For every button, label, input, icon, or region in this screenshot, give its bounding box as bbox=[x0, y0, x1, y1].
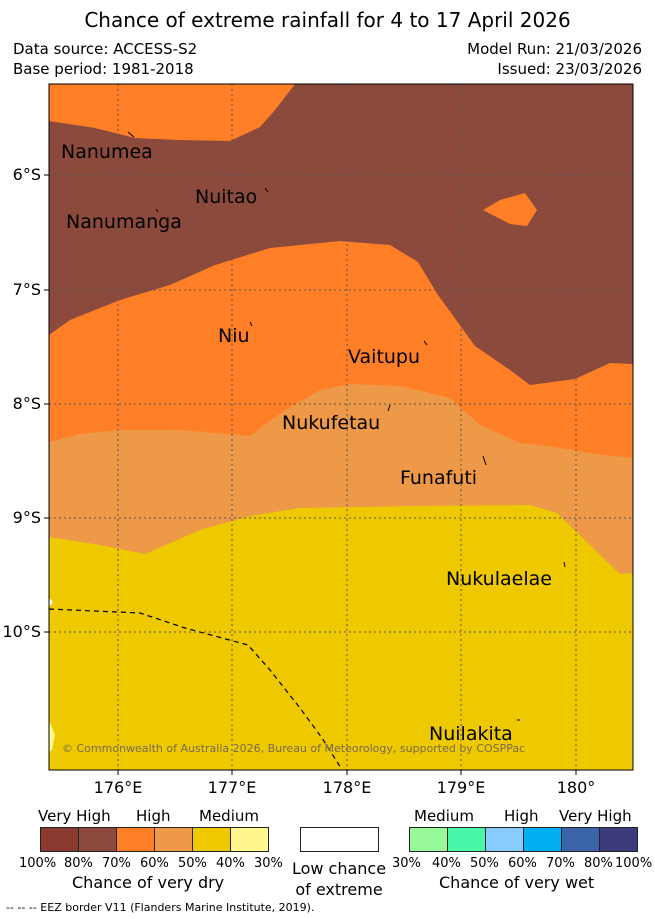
wet-percent: 70% bbox=[546, 856, 575, 871]
island-marks bbox=[127, 131, 566, 721]
zone-high-dry-patch bbox=[483, 193, 537, 226]
dry-percent: 60% bbox=[140, 856, 169, 871]
low-caption-2: of extreme bbox=[295, 880, 383, 899]
dry-percent: 70% bbox=[102, 856, 131, 871]
axis-ticks bbox=[44, 174, 577, 775]
wet-percent: 100% bbox=[615, 856, 653, 871]
eez-footnote: -- -- -- EEZ border V11 (Flanders Marine… bbox=[6, 901, 315, 914]
wet-percent: 40% bbox=[432, 856, 461, 871]
copyright-notice: © Commonwealth of Australia 2026, Bureau… bbox=[62, 742, 526, 755]
dry-swatch bbox=[78, 827, 117, 852]
lat-label: 7°S bbox=[12, 280, 41, 299]
lat-label: 6°S bbox=[12, 165, 41, 184]
dry-percent: 50% bbox=[178, 856, 207, 871]
wet-percent: 30% bbox=[392, 856, 421, 871]
issued-date: Issued: 23/03/2026 bbox=[497, 60, 642, 78]
island-label: Nukulaelae bbox=[446, 568, 552, 590]
wet-swatch bbox=[447, 827, 486, 852]
dry-swatch bbox=[192, 827, 231, 852]
dry-percent: 100% bbox=[19, 856, 57, 871]
legend-wet-high: High bbox=[504, 807, 539, 825]
lon-label: 179°E bbox=[436, 778, 486, 797]
edge-white-1 bbox=[49, 598, 53, 607]
wet-swatch bbox=[599, 827, 638, 852]
wet-percent: 60% bbox=[508, 856, 537, 871]
lat-label: 9°S bbox=[12, 508, 41, 527]
dry-swatch bbox=[116, 827, 155, 852]
wet-swatch bbox=[409, 827, 448, 852]
dry-percent: 80% bbox=[64, 856, 93, 871]
legend-wet-very-high: Very High bbox=[559, 807, 632, 825]
map-title: Chance of extreme rainfall for 4 to 17 A… bbox=[84, 8, 571, 32]
lon-label: 178°E bbox=[322, 778, 372, 797]
island-label: Nuilakita bbox=[429, 723, 513, 745]
base-period: Base period: 1981-2018 bbox=[13, 60, 194, 78]
edge-white-2 bbox=[49, 720, 55, 752]
model-run: Model Run: 21/03/2026 bbox=[467, 40, 642, 58]
map-frame bbox=[48, 83, 634, 771]
lat-label: 8°S bbox=[12, 394, 41, 413]
dry-caption: Chance of very dry bbox=[72, 873, 225, 892]
island-label: Nanumanga bbox=[66, 211, 182, 233]
dry-swatch bbox=[154, 827, 193, 852]
low-chance-swatch bbox=[300, 827, 379, 852]
island-label: Vaitupu bbox=[348, 346, 421, 368]
zone-very-high-dry bbox=[49, 84, 633, 385]
island-label: Funafuti bbox=[400, 467, 478, 489]
legend-dry-medium: Medium bbox=[199, 807, 259, 825]
dry-percent: 40% bbox=[216, 856, 245, 871]
low-caption-1: Low chance bbox=[291, 859, 387, 878]
wet-swatch bbox=[523, 827, 562, 852]
dry-swatch bbox=[230, 827, 269, 852]
lon-label: 177°E bbox=[207, 778, 257, 797]
island-label: Nanumea bbox=[61, 141, 153, 163]
lon-label: 176°E bbox=[93, 778, 143, 797]
legend-dry-high: High bbox=[136, 807, 171, 825]
map-field bbox=[49, 84, 633, 770]
wet-swatch bbox=[561, 827, 600, 852]
legend-dry-very-high: Very High bbox=[38, 807, 111, 825]
graticule bbox=[49, 84, 633, 770]
eez-border bbox=[48, 608, 342, 769]
wet-caption: Chance of very wet bbox=[439, 873, 595, 892]
legend-wet-medium: Medium bbox=[414, 807, 474, 825]
lon-label: 180° bbox=[556, 778, 596, 797]
data-source: Data source: ACCESS-S2 bbox=[13, 40, 198, 58]
wet-percent: 80% bbox=[584, 856, 613, 871]
lat-label: 10°S bbox=[2, 622, 41, 641]
wet-percent: 50% bbox=[470, 856, 499, 871]
island-label: Nukufetau bbox=[282, 412, 381, 434]
island-label: Niu bbox=[218, 325, 250, 347]
island-label: Nuitao bbox=[195, 186, 258, 208]
wet-swatch bbox=[485, 827, 524, 852]
dry-swatch bbox=[40, 827, 79, 852]
dry-percent: 30% bbox=[254, 856, 283, 871]
